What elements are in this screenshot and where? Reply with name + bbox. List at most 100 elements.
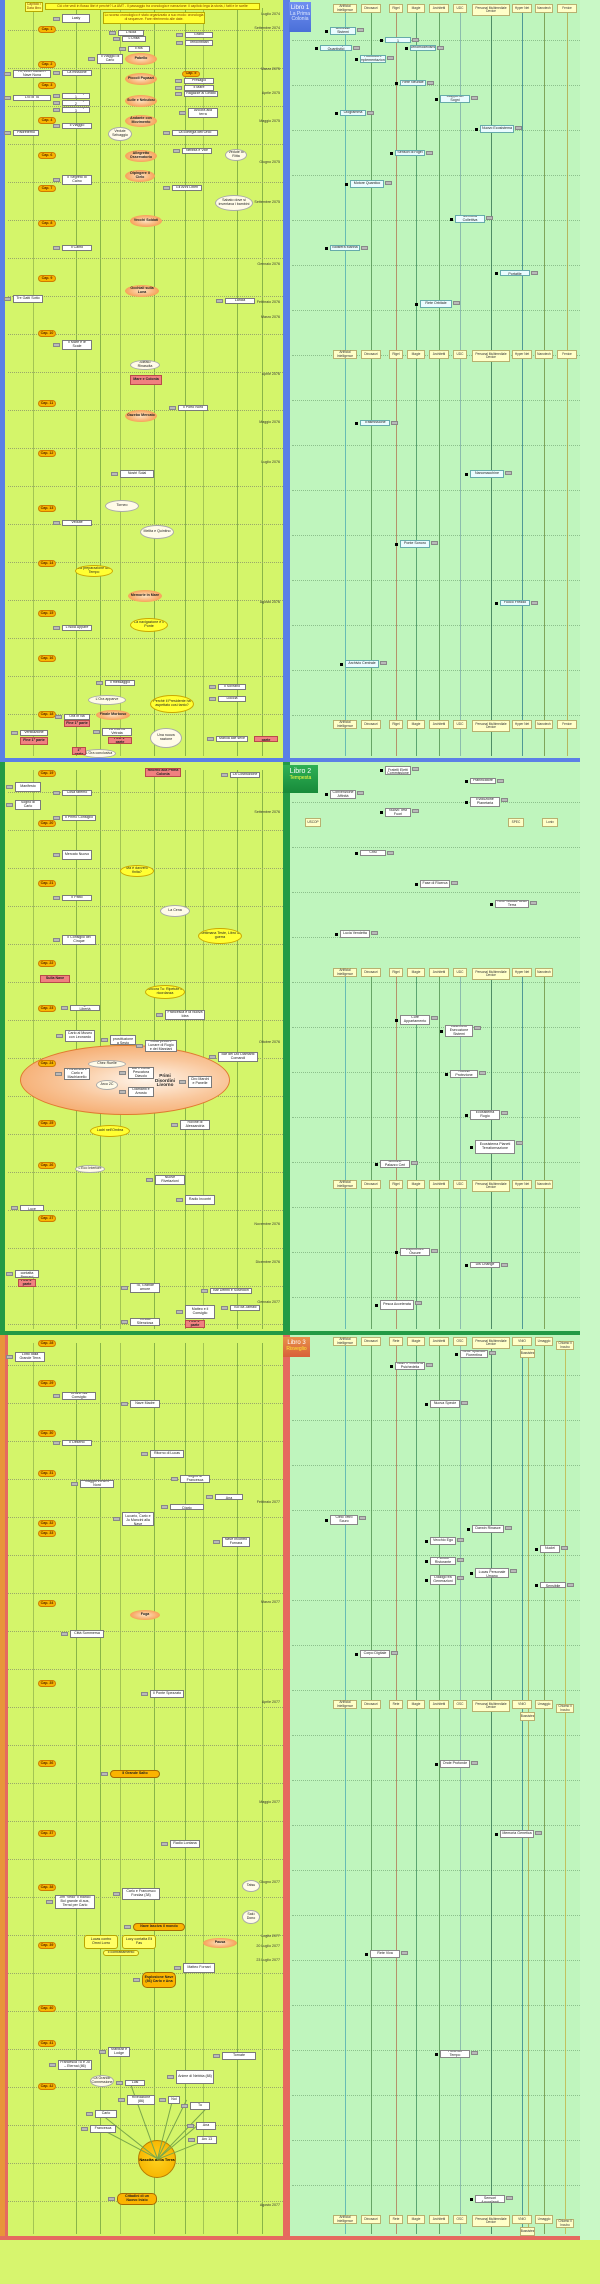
story-node[interactable]: Ritorno alla Prima Colonia [145,768,181,777]
tech-node[interactable]: Darwin Rinasce [472,1525,504,1533]
story-node[interactable]: Fine 1ª parte [108,737,132,744]
story-node[interactable]: Manifesto [15,782,41,792]
story-node[interactable]: La Guerra Vetrata [102,728,132,736]
chapter-marker[interactable]: Cap. 30 [38,1430,56,1437]
tech-node[interactable]: Cure Appartamento [400,1015,430,1025]
chapter-marker[interactable]: Cap. 22 [38,960,56,967]
story-node[interactable]: Mercato Nuovo [62,850,92,860]
story-node[interactable]: Piano di Luce [20,1205,44,1211]
story-node[interactable]: Lusi [125,2080,145,2086]
tech-node[interactable]: Genomodellismo [410,45,436,51]
chapter-marker[interactable]: Cap. 7 [38,185,56,192]
story-node[interactable]: Rivelazione (86) [127,2095,155,2105]
tech-node[interactable]: Salvo Sensibile [540,1582,566,1588]
tech-node[interactable]: Rete Neurale [400,80,426,86]
chapter-marker[interactable]: Cap. 13 [38,505,56,512]
tech-node[interactable]: Intelligenza di Lucas Personale Umano [475,1568,509,1578]
tech-node[interactable]: Biosfera Marina [330,245,360,251]
story-node[interactable]: Doccia [218,696,246,702]
tech-node[interactable]: Motore Quantico [350,180,384,188]
tech-node[interactable]: Nuova Specie [430,1400,460,1408]
chapter-marker[interactable]: Cap. 5 [182,71,200,77]
story-node[interactable]: Lasty [62,14,90,23]
story-node[interactable]: L'Eco Interiore [75,1165,105,1173]
chapter-marker[interactable]: Cap. 25 [38,1120,56,1127]
tech-node[interactable]: Fase di Ricerca [420,880,450,888]
story-node[interactable]: Matteo e il Consiglio [185,1305,215,1319]
story-node[interactable]: Torneo [105,500,139,512]
story-node[interactable]: Dal e Lunar Pescatora Diavolo [128,1067,154,1079]
chapter-marker[interactable]: Cap. 11 [38,400,56,407]
story-node[interactable]: Il Mare e le Scale [62,340,92,350]
chapter-marker[interactable]: Cap. 39 [38,1942,56,1949]
story-node[interactable]: Allegria e Libertà [70,1005,100,1011]
story-node[interactable]: Fine 2ª parte [18,1279,36,1287]
chapter-marker[interactable]: Cap. 12 [38,450,56,457]
tech-node[interactable]: Mappa dei Sogni [440,95,470,103]
tech-node[interactable]: Esperienze Oscure [400,1248,430,1256]
tech-node[interactable]: Ecosistema Pianeti Terraformazione [475,1140,515,1154]
tech-node[interactable]: Piccolo Ristorante [430,1557,456,1565]
tech-node[interactable]: Cielo Tetro Scuro [330,1515,358,1525]
story-node[interactable]: Grano [185,32,213,38]
story-node[interactable]: Stardust e Lodge [108,2047,130,2057]
story-node[interactable]: Francesca e la Nuova Idea [165,1010,205,1020]
story-node[interactable]: Carlo al Museo con Leonardo [65,1030,95,1042]
story-node[interactable]: Ancora Tu: Ripetute e ricordanza [145,985,185,999]
story-node[interactable]: Ana [196,2122,216,2130]
story-node[interactable]: La Grande Connessione [90,2075,114,2087]
tech-node[interactable]: Ologramma [340,110,366,116]
story-node[interactable]: Piccoli Pupazzi [125,73,157,85]
chapter-marker[interactable]: Cap. 23 [38,1005,56,1012]
story-node[interactable]: Finale Morboso [96,710,130,720]
chapter-marker[interactable]: Cap. 20 [38,820,56,827]
story-node[interactable]: Tre Gatti Sotto [13,295,43,303]
tech-node[interactable]: Roccia Protezione [450,1070,478,1078]
story-node[interactable]: Carlo [95,2110,117,2118]
chapter-marker[interactable]: Cap. 31 [38,1470,56,1477]
story-node[interactable]: Tatsu [242,1880,260,1892]
chapter-marker[interactable]: Cap. 9 [38,275,56,282]
story-node[interactable]: Vedute Selvaggio [108,127,132,141]
story-node[interactable]: Ora in via [64,714,90,720]
story-node[interactable]: Sabato dove si inventava i bambini [215,195,253,211]
story-node[interactable]: Dalle Stampe 1 [62,93,90,99]
story-node[interactable]: Rovine di Alessandria [180,1120,210,1130]
tech-node[interactable]: Schermo Portatile [500,270,530,276]
tech-node[interactable]: Corpo Digitale [360,1650,390,1658]
story-node[interactable]: Occhiali sulla Luna [125,285,159,297]
chapter-marker[interactable]: Cap. 41 [38,2040,56,2047]
chapter-marker[interactable]: Cap. 16 [38,655,56,662]
tech-node[interactable]: Crisi [360,850,386,856]
tech-node[interactable]: Sede Spaziale Fiorentina [460,1350,488,1358]
story-node[interactable]: Carlo e Francesco Fondaz (38) [122,1888,160,1900]
chapter-marker[interactable]: Cap. 21 [38,880,56,887]
tech-node[interactable]: Trasmissione [360,420,390,426]
story-node[interactable]: Dipingere il Cielo [125,170,155,182]
story-node[interactable]: Tu, Grande amore [130,1283,160,1293]
story-node[interactable]: La Costituzione [230,772,260,778]
story-node[interactable]: Cosa faremo [62,790,92,796]
story-node[interactable]: Fine 2ª parte [185,1320,205,1328]
story-node[interactable]: Il messaggio [105,680,135,686]
chapter-marker[interactable]: Cap. 8 [38,220,56,227]
story-node[interactable]: Bar Delfini e Soseidon [210,1288,252,1294]
chapter-marker[interactable]: Cap. 32 [38,1520,56,1527]
story-node[interactable]: Fine 1ª parte [20,737,48,745]
story-node[interactable]: L'Ora conclusiva [82,749,116,758]
tech-node[interactable]: Archivio Palazzo Ceri [380,1160,410,1168]
story-node[interactable]: Il Segreto di Caino [62,175,92,185]
story-node[interactable]: La navigazione e il Ponte [130,618,168,632]
story-node[interactable]: Vecchi Soldati [130,215,162,227]
story-node[interactable]: Il Porto Nord [178,405,208,411]
chapter-marker[interactable]: Cap. 15 [38,610,56,617]
chapter-marker[interactable]: Cap. 34 [38,1600,56,1607]
story-node[interactable]: Mare e Colonia [130,375,162,385]
story-node[interactable]: Belfegor e Lucario, Carlo e Ju Mancini a… [122,1512,154,1526]
story-node[interactable]: Alleato Rinascita [130,360,160,370]
story-node[interactable]: Città Sommersa [70,1630,104,1638]
story-node[interactable]: Presagio [184,78,214,84]
chapter-marker[interactable]: Cap. 29 [38,1380,56,1387]
story-node[interactable]: La missione [62,70,92,76]
chapter-marker[interactable]: Cap. 36 [38,1760,56,1767]
